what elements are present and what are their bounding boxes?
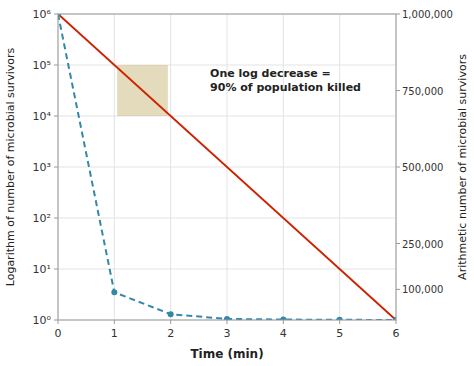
x-tick bbox=[339, 320, 340, 324]
y-axis: 10⁰ 10¹ 10² 10³ 10⁴ 10⁵ 10⁶ bbox=[33, 8, 58, 327]
annotation: One log decrease =90% of population kill… bbox=[210, 67, 361, 94]
x-tick-label: 4 bbox=[280, 327, 287, 340]
series-point bbox=[168, 311, 174, 317]
x-tick-label: 3 bbox=[224, 327, 231, 340]
y2-tick bbox=[396, 243, 400, 244]
y-tick bbox=[54, 269, 58, 270]
grid-line-y bbox=[58, 218, 396, 219]
grid bbox=[58, 14, 396, 320]
y2-axis-label: Arithmetic number of microbial survivors bbox=[456, 54, 469, 280]
y-axis-label: Logarithm of number of microbial survivo… bbox=[4, 47, 17, 286]
y2-tick-label: 1,000,000 bbox=[402, 9, 453, 20]
y2-tick bbox=[396, 289, 400, 290]
y2-tick bbox=[396, 90, 400, 91]
x-tick-label: 6 bbox=[393, 327, 400, 340]
x-tick-label: 1 bbox=[111, 327, 118, 340]
x-axis-label: Time (min) bbox=[190, 347, 263, 361]
series-point bbox=[280, 317, 286, 320]
grid-line-y bbox=[58, 116, 396, 117]
y-tick-label: 10⁰ bbox=[33, 314, 52, 327]
y2-tick-label: 500,000 bbox=[402, 162, 443, 173]
series-line bbox=[58, 14, 396, 320]
y-tick bbox=[54, 14, 58, 15]
y-tick-label: 10³ bbox=[33, 161, 51, 174]
series-line bbox=[58, 14, 396, 320]
y2-tick bbox=[396, 14, 400, 15]
y2-tick bbox=[396, 167, 400, 168]
x-tick-label: 0 bbox=[55, 327, 62, 340]
x-tick bbox=[58, 320, 59, 324]
x-tick bbox=[396, 320, 397, 324]
y2-tick-label: 750,000 bbox=[402, 86, 443, 97]
y-tick bbox=[54, 167, 58, 168]
annotation-line: 90% of population killed bbox=[210, 81, 361, 94]
y-tick bbox=[54, 65, 58, 66]
x-tick bbox=[170, 320, 171, 324]
y-tick-label: 10⁴ bbox=[33, 110, 52, 123]
x-tick bbox=[114, 320, 115, 324]
y2-tick-label: 250,000 bbox=[402, 239, 443, 250]
y2-tick-label: 100,000 bbox=[402, 284, 443, 295]
y-tick bbox=[54, 116, 58, 117]
x-tick bbox=[283, 320, 284, 324]
y-tick-label: 10⁵ bbox=[33, 59, 51, 72]
x-tick bbox=[227, 320, 228, 324]
chart: 0 1 2 3 4 5 6 Time (min) 10⁰ 10¹ 10² 10³ 10⁴ 10⁵ 10⁶ Lo… bbox=[0, 0, 474, 366]
x-axis: 0 1 2 3 4 5 6 bbox=[55, 320, 400, 340]
y-tick bbox=[54, 320, 58, 321]
plot-frame bbox=[58, 14, 396, 320]
y-tick bbox=[54, 218, 58, 219]
y-tick-label: 10⁶ bbox=[33, 8, 52, 21]
y2-axis: 100,000 250,000 500,000 750,000 1,000,000 bbox=[396, 9, 453, 295]
annotation-line: One log decrease = bbox=[210, 67, 331, 80]
series-point bbox=[224, 316, 230, 320]
series-point bbox=[111, 289, 117, 295]
plot-area bbox=[58, 14, 396, 320]
y-tick-label: 10² bbox=[33, 212, 51, 225]
grid-line-y bbox=[58, 65, 396, 66]
x-tick-label: 5 bbox=[336, 327, 343, 340]
x-tick-label: 2 bbox=[167, 327, 174, 340]
y-tick-label: 10¹ bbox=[33, 263, 51, 276]
